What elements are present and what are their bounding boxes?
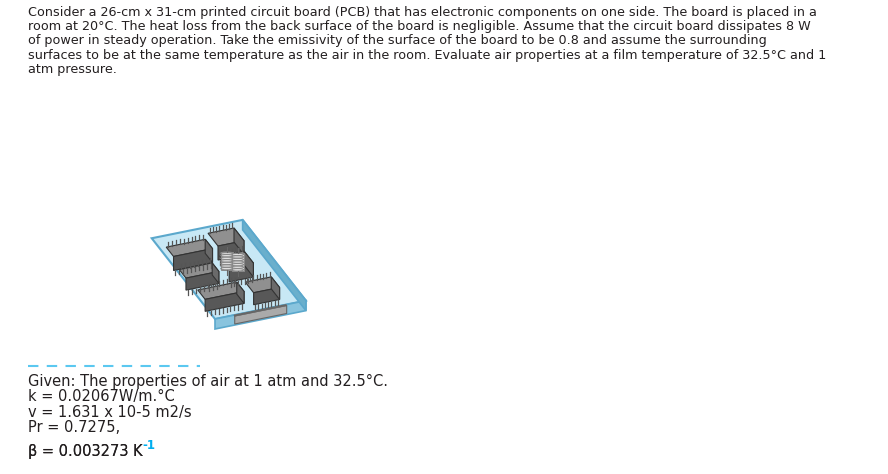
Text: Given: The properties of air at 1 atm and 32.5°C.: Given: The properties of air at 1 atm an… [28, 374, 388, 389]
Text: v = 1.631 x 10-5 m2/s: v = 1.631 x 10-5 m2/s [28, 405, 192, 420]
Text: β = 0.003273 K: β = 0.003273 K [0, 473, 1, 474]
Text: k = 0.02067W/m.°C: k = 0.02067W/m.°C [28, 390, 175, 404]
Polygon shape [245, 277, 280, 293]
Polygon shape [232, 253, 243, 271]
Polygon shape [234, 228, 244, 255]
Polygon shape [212, 263, 218, 283]
Text: β = 0.003273 K: β = 0.003273 K [28, 444, 143, 459]
Polygon shape [186, 272, 218, 290]
Text: surfaces to be at the same temperature as the air in the room. Evaluate air prop: surfaces to be at the same temperature a… [28, 49, 826, 62]
Polygon shape [218, 241, 244, 260]
Polygon shape [234, 306, 287, 324]
Polygon shape [229, 263, 253, 282]
Text: Pr = 0.7275,: Pr = 0.7275, [28, 420, 120, 436]
Polygon shape [205, 239, 212, 263]
Polygon shape [254, 288, 280, 305]
Text: -1: -1 [143, 439, 155, 452]
Polygon shape [220, 252, 233, 270]
Polygon shape [152, 220, 306, 319]
Text: β = 0.003273 K: β = 0.003273 K [28, 444, 143, 459]
Polygon shape [234, 305, 287, 316]
Text: Consider a 26-cm x 31-cm printed circuit board (PCB) that has electronic compone: Consider a 26-cm x 31-cm printed circuit… [28, 6, 817, 19]
Polygon shape [237, 282, 244, 303]
Polygon shape [215, 301, 306, 329]
Polygon shape [179, 263, 218, 278]
Polygon shape [198, 282, 244, 300]
Polygon shape [220, 251, 253, 268]
Polygon shape [271, 277, 280, 300]
Polygon shape [173, 248, 212, 271]
Text: of power in steady operation. Take the emissivity of the surface of the board to: of power in steady operation. Take the e… [28, 35, 766, 47]
Text: atm pressure.: atm pressure. [28, 63, 117, 76]
Polygon shape [205, 292, 244, 311]
Polygon shape [166, 239, 212, 256]
Polygon shape [244, 251, 253, 277]
Polygon shape [208, 228, 244, 246]
Text: room at 20°C. The heat loss from the back surface of the board is negligible. As: room at 20°C. The heat loss from the bac… [28, 20, 811, 33]
Polygon shape [242, 220, 306, 310]
